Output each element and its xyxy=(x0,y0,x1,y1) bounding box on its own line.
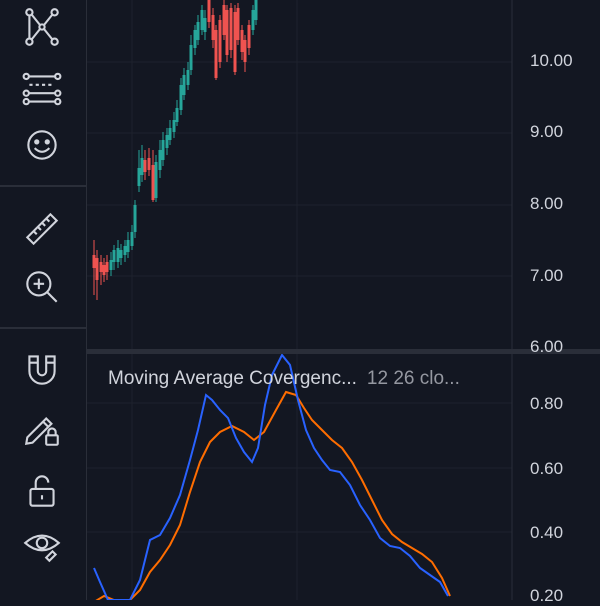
candle-body xyxy=(243,40,247,62)
candle-body xyxy=(196,22,200,40)
candle-body xyxy=(116,248,120,262)
candle-body xyxy=(193,30,197,48)
candle-body xyxy=(229,8,233,50)
signal-line xyxy=(95,390,451,600)
toolbar-divider xyxy=(0,185,86,187)
macd-axis-label: 0.80 xyxy=(530,394,564,413)
pane-separator[interactable] xyxy=(87,349,600,354)
unlock-icon xyxy=(29,475,55,507)
candle-body xyxy=(240,30,244,52)
candle-body xyxy=(147,158,151,170)
smiley-icon xyxy=(27,130,57,160)
zoom-tool-button[interactable] xyxy=(14,262,70,312)
lock-drawings-tool-button[interactable] xyxy=(14,404,70,454)
prediction-tool-button[interactable] xyxy=(14,64,70,114)
hide-tool-button[interactable] xyxy=(14,520,70,570)
candle-body xyxy=(151,165,155,200)
candle-body xyxy=(161,140,165,160)
candle-body xyxy=(203,18,207,32)
candle-body xyxy=(105,262,109,272)
candle-body xyxy=(123,246,127,255)
macd-axis-label: 0.60 xyxy=(530,459,564,478)
lock-all-tool-button[interactable] xyxy=(14,466,70,516)
candle-body xyxy=(140,158,144,175)
candle-body xyxy=(222,5,226,35)
macd-line xyxy=(93,353,449,600)
candle-body xyxy=(102,265,106,275)
macd-axis-label: 0.40 xyxy=(530,523,564,542)
candle-body xyxy=(189,45,193,70)
candle-body xyxy=(254,0,258,20)
candle-body xyxy=(211,15,215,40)
pattern-tool-button[interactable] xyxy=(14,2,70,52)
price-axis-label: 7.00 xyxy=(530,266,564,285)
indicator-title: Moving Average Covergenc... xyxy=(108,368,357,389)
candle-body xyxy=(165,135,169,148)
toolbar-divider xyxy=(0,327,86,329)
candle-body xyxy=(186,70,190,85)
candle-body xyxy=(137,168,141,186)
candle-body xyxy=(214,30,218,78)
zoom-in-icon xyxy=(26,271,58,303)
drawing-toolbar xyxy=(0,0,87,600)
candle-body xyxy=(236,8,240,40)
candle-body xyxy=(179,85,183,110)
price-axis-label: 9.00 xyxy=(530,122,564,141)
candle-body xyxy=(233,12,237,72)
candle-body xyxy=(207,0,211,22)
magnet-tool-button[interactable] xyxy=(14,344,70,394)
candle-body xyxy=(225,10,229,55)
pattern-icon xyxy=(25,8,59,46)
candle-body xyxy=(251,10,255,30)
candle-body xyxy=(158,150,162,170)
candle-body xyxy=(175,108,179,122)
candle-body xyxy=(112,250,116,262)
candle-body xyxy=(247,25,251,48)
candle-body xyxy=(172,120,176,132)
candle-body xyxy=(200,10,204,30)
candle-body xyxy=(182,75,186,95)
emoji-tool-button[interactable] xyxy=(14,120,70,170)
eye-icon xyxy=(23,534,61,563)
ruler-icon xyxy=(25,212,59,246)
price-axis-label: 10.00 xyxy=(530,51,573,70)
pencil-lock-icon xyxy=(24,417,59,446)
candle-body xyxy=(99,262,103,272)
measure-tool-button[interactable] xyxy=(14,204,70,254)
candle-body xyxy=(143,160,147,172)
candle-body xyxy=(130,232,134,246)
candle-body xyxy=(133,205,137,232)
price-axis-label: 8.00 xyxy=(530,194,564,213)
prediction-icon xyxy=(22,72,62,106)
candle-body xyxy=(92,255,96,268)
candle-body xyxy=(168,128,172,140)
macd-axis-label: 0.20 xyxy=(530,586,564,605)
chart-canvas[interactable] xyxy=(87,0,600,600)
candle-body xyxy=(95,258,99,280)
candle-body xyxy=(109,260,113,270)
candle-body xyxy=(126,240,130,252)
candle-body xyxy=(218,20,222,62)
candle-body xyxy=(154,162,158,198)
price-axis-label: 6.00 xyxy=(530,337,564,356)
indicator-legend[interactable]: Moving Average Covergenc... 12 26 clo... xyxy=(108,368,460,390)
indicator-params: 12 26 clo... xyxy=(366,368,460,389)
candle-body xyxy=(119,250,123,258)
magnet-icon xyxy=(28,355,56,385)
